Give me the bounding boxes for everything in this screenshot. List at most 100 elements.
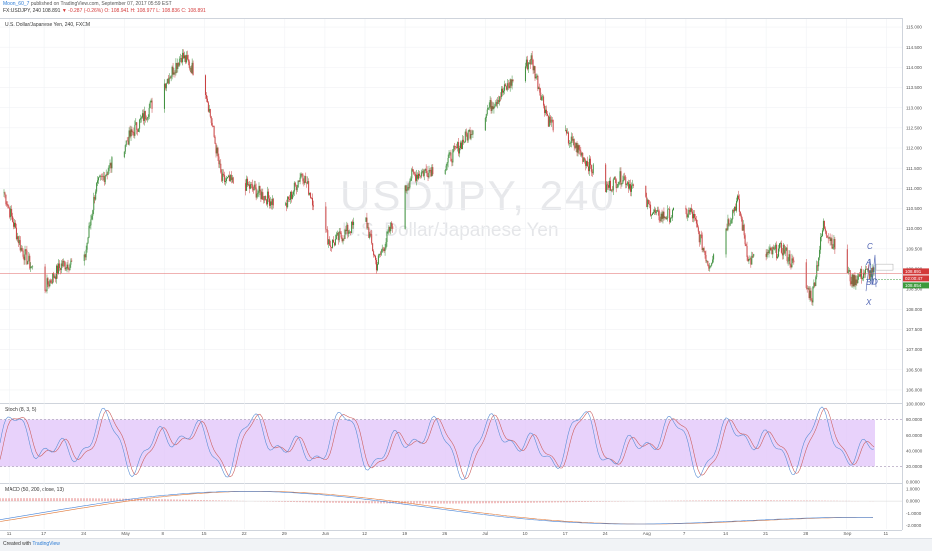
candle-body [149,102,151,109]
candle-body [308,181,310,195]
candle-body [613,177,615,180]
candle-body [59,268,61,270]
time-tick-label: 22 [242,531,248,536]
macd-signal-line [0,490,873,525]
candle-body [268,191,270,199]
candle-body [247,184,249,186]
candle-body [413,171,415,174]
candle-body [447,157,449,163]
candle-body [377,255,379,265]
candle-body [833,239,835,248]
candle-body [670,217,672,223]
candle-body [688,209,690,216]
price-tick-label: 114.000 [906,65,922,70]
candle-body [228,175,230,181]
candle-body [752,255,754,257]
candle-body [410,178,412,181]
time-tick-label: 19 [402,531,408,536]
candle-body [185,55,187,63]
candle-body [325,206,327,230]
candle-body [703,247,705,252]
candle-body [572,139,574,141]
candle-body [748,258,750,262]
candle-body [263,199,265,201]
candle-body [145,119,147,120]
candle-body [205,75,207,95]
candle-body [499,96,501,103]
candle-body [221,172,223,181]
candle-body [269,198,271,206]
candle-body [777,256,779,259]
candle-body [735,206,737,211]
candle-body [337,232,339,241]
candle-body [788,254,790,261]
price-pane[interactable]: U.S. Dollar/Japanese Yen, 240, FXCM [0,18,902,404]
tradingview-logo[interactable]: TradingView [32,541,60,547]
candle-body [49,280,51,287]
time-tick-label: 29 [282,531,288,536]
candle-body [578,145,580,150]
candle-body [63,260,65,263]
candle-body [535,76,537,79]
candle-body [547,115,549,127]
candle-body [712,259,714,264]
candle-body [659,220,661,221]
description-watermark: U.S. Dollar/Japanese Yen [342,220,559,241]
price-tick-label: 113.000 [906,105,922,110]
candle-body [493,106,495,109]
candle-body [672,207,674,211]
candle-body [849,270,851,282]
candle-body [62,260,64,267]
price-tick-label: 110.500 [906,206,922,211]
publish-date: published on TradingView.com, September … [30,1,172,7]
candle-body [309,192,311,195]
candle-body [304,176,306,184]
candle-body [786,247,788,261]
candle-body [144,111,146,120]
candle-body [747,256,749,262]
macd-pane[interactable]: MACD (50, 200, close, 13) [0,483,902,531]
candle-body [45,290,47,292]
candle-body [780,242,782,253]
time-tick-label: Sep [843,531,852,536]
time-tick-label: 10 [522,531,528,536]
candle-body [502,88,504,93]
candle-body [295,185,297,191]
candle-body [95,191,97,200]
candle-body [23,256,25,261]
candle-body [530,55,532,65]
candle-body [183,52,185,59]
candle-body [378,254,380,256]
candle-body [463,142,465,143]
candle-body [173,72,175,75]
price-tick-label: 108.000 [906,307,923,312]
candle-body [184,55,186,59]
candle-body [769,247,771,251]
candle-body [150,100,152,103]
candle-body [457,142,459,149]
candle-body [632,184,634,186]
author-link[interactable]: Moon_60_7 [3,1,30,7]
candle-body [351,221,353,234]
candle-body [172,66,174,75]
candle-body [711,263,713,266]
candle-body [92,210,94,216]
stoch-pane[interactable]: Stoch (8, 3, 5) [0,403,902,484]
candle-body [343,238,345,240]
candle-body [147,116,149,118]
candle-body [655,211,657,214]
candle-body [134,125,136,136]
candle-body [725,228,727,255]
candle-body [61,263,63,267]
candle-body [129,130,131,137]
publish-info: Moon_60_7 published on TradingView.com, … [3,1,172,7]
candle-body [253,184,255,191]
candle-body [100,175,102,177]
candle-body [339,231,341,233]
candle-body [863,272,865,279]
candle-body [50,280,52,283]
price-tick-label: 112.500 [906,125,922,130]
candle-body [696,223,698,228]
candle-body [551,119,553,121]
candle-body [187,59,189,62]
